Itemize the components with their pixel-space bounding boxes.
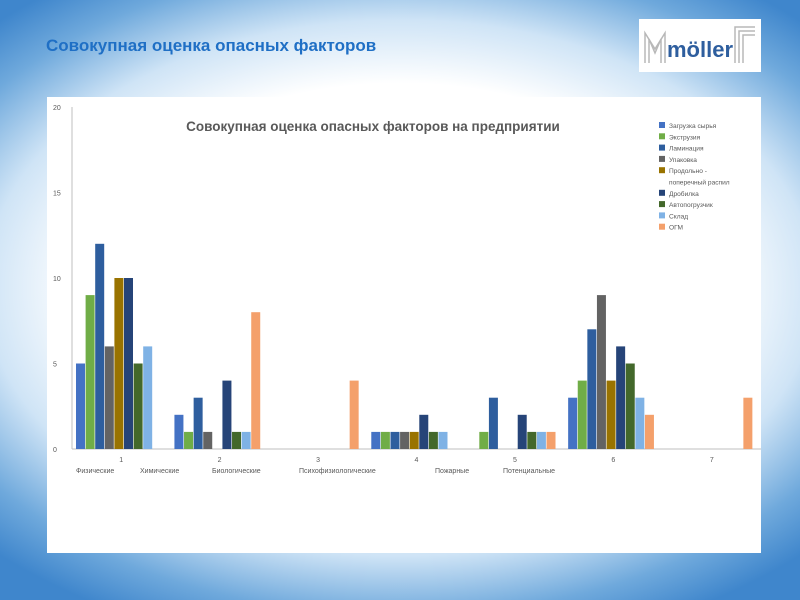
bar	[479, 431, 489, 449]
category-label: Химические	[140, 468, 179, 475]
bar	[114, 278, 124, 449]
legend-label: ОГМ	[669, 225, 683, 232]
bar	[527, 431, 537, 449]
bar	[596, 295, 606, 449]
category-label: Физические	[76, 468, 114, 475]
bar	[488, 397, 498, 449]
legend-swatch	[659, 189, 665, 196]
bar	[95, 243, 105, 449]
bar	[241, 431, 251, 449]
category-label: Биологические	[212, 468, 261, 475]
chart-title: Совокупная оценка опасных факторов на пр…	[186, 119, 560, 134]
x-tick-label: 4	[415, 457, 419, 464]
bar	[577, 380, 587, 449]
x-tick-label: 1	[119, 457, 123, 464]
bar	[104, 346, 114, 449]
chart-legend: Загрузка сырья Экструзия Ламинация Упаковка…	[659, 122, 730, 232]
bar	[438, 431, 448, 449]
bar	[644, 414, 654, 449]
x-tick-label: 5	[513, 457, 517, 464]
y-tick-label: 0	[53, 447, 57, 454]
legend-label: Склад	[669, 213, 688, 220]
bar	[625, 363, 635, 449]
bar	[419, 414, 429, 449]
bar	[85, 295, 95, 449]
x-tick-label: 3	[316, 457, 320, 464]
bar	[390, 431, 400, 449]
legend-label: Экструзия	[669, 134, 701, 141]
bar	[546, 431, 556, 449]
legend-swatch	[659, 223, 665, 230]
bar	[400, 431, 410, 449]
bar	[76, 363, 85, 449]
bar	[428, 431, 438, 449]
bar	[124, 278, 133, 449]
bar	[251, 312, 261, 449]
bar	[222, 380, 232, 449]
y-tick-label: 20	[53, 105, 61, 112]
legend-swatch	[659, 144, 665, 151]
bar	[587, 329, 597, 449]
legend-label: Продольно -	[669, 168, 707, 175]
bar	[635, 397, 645, 449]
legend-label: Автопогрузчик	[669, 202, 713, 209]
bars-layer	[76, 243, 753, 449]
bar	[743, 397, 753, 449]
bar	[536, 431, 546, 449]
bar	[174, 414, 184, 449]
bar	[606, 380, 616, 449]
bar	[349, 380, 359, 449]
bar-chart: 0 5 10 15 20 1 2 3 4 5 6 7 Физические Химические Биоло…	[53, 105, 761, 475]
legend-swatch	[659, 167, 665, 174]
bar	[517, 414, 527, 449]
legend-label-cont: поперечный распил	[669, 179, 730, 187]
logo-text: möller	[667, 37, 733, 62]
slide-title: Совокупная оценка опасных факторов	[46, 36, 377, 55]
category-label: Пожарные	[435, 468, 469, 475]
bar	[232, 431, 242, 449]
y-tick-label: 5	[53, 362, 57, 369]
bar	[193, 397, 203, 449]
x-tick-label: 6	[611, 457, 615, 464]
legend-swatch	[659, 155, 665, 162]
legend-swatch	[659, 201, 665, 208]
category-label: Психофизиологические	[299, 468, 376, 475]
bar	[409, 431, 419, 449]
bar	[133, 363, 143, 449]
bar	[203, 431, 213, 449]
moller-logo-graphic: möller	[644, 26, 755, 63]
legend-label: Загрузка сырья	[669, 123, 717, 130]
chart-panel: 0 5 10 15 20 1 2 3 4 5 6 7 Физические Химические Биоло…	[47, 97, 761, 553]
legend-swatch	[659, 122, 665, 128]
bar	[568, 397, 578, 449]
legend-swatch	[659, 133, 665, 140]
bar	[380, 431, 390, 449]
bar	[371, 431, 381, 449]
bar	[184, 431, 194, 449]
moller-logo: möller	[639, 19, 761, 72]
x-tick-label: 7	[710, 457, 714, 464]
legend-swatch	[659, 212, 665, 219]
category-label: Потенциальные	[503, 468, 555, 475]
legend-label: Дробилка	[669, 190, 699, 198]
y-tick-label: 15	[53, 191, 61, 198]
legend-label: Упаковка	[669, 157, 697, 164]
legend-label: Ламинация	[669, 146, 704, 153]
bar	[616, 346, 626, 449]
y-tick-label: 10	[53, 276, 61, 283]
axis-layer: 0 5 10 15 20 1 2 3 4 5 6 7 Физические Химические Биоло…	[53, 105, 761, 475]
bar	[143, 346, 153, 449]
x-tick-label: 2	[218, 457, 222, 464]
